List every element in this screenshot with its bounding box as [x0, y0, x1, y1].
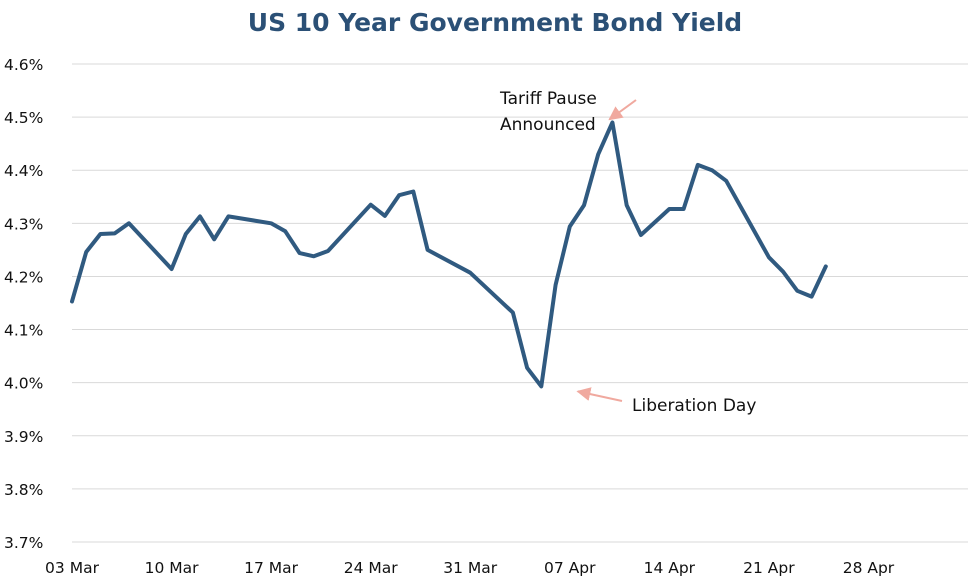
y-tick-label: 4.6% — [4, 56, 43, 74]
y-tick-label: 4.3% — [4, 215, 43, 233]
series-line — [70, 120, 828, 389]
annotation-label: Liberation Day — [632, 396, 756, 416]
annotation-arrow — [576, 387, 623, 402]
y-tick-label: 4.4% — [4, 162, 43, 180]
annotation-label: Tariff Pause — [499, 89, 597, 109]
x-tick-label: 31 Mar — [443, 559, 498, 577]
x-tick-label: 03 Mar — [45, 559, 100, 577]
y-tick-label: 4.0% — [4, 375, 43, 393]
y-tick-label: 4.2% — [4, 268, 43, 286]
y-tick-label: 3.8% — [4, 481, 43, 499]
x-tick-label: 07 Apr — [544, 559, 596, 577]
x-tick-label: 10 Mar — [145, 559, 200, 577]
annotation-arrow — [608, 99, 637, 121]
y-tick-label: 3.9% — [4, 428, 43, 446]
x-tick-label: 28 Apr — [843, 559, 895, 577]
annotation-label: Announced — [500, 115, 596, 135]
y-tick-label: 4.5% — [4, 109, 43, 127]
chart-title: US 10 Year Government Bond Yield — [247, 8, 743, 37]
x-tick-label: 24 Mar — [344, 559, 399, 577]
y-tick-label: 4.1% — [4, 322, 43, 340]
x-tick-label: 14 Apr — [644, 559, 696, 577]
x-tick-label: 21 Apr — [743, 559, 795, 577]
x-tick-label: 17 Mar — [244, 559, 299, 577]
y-tick-label: 3.7% — [4, 534, 43, 552]
